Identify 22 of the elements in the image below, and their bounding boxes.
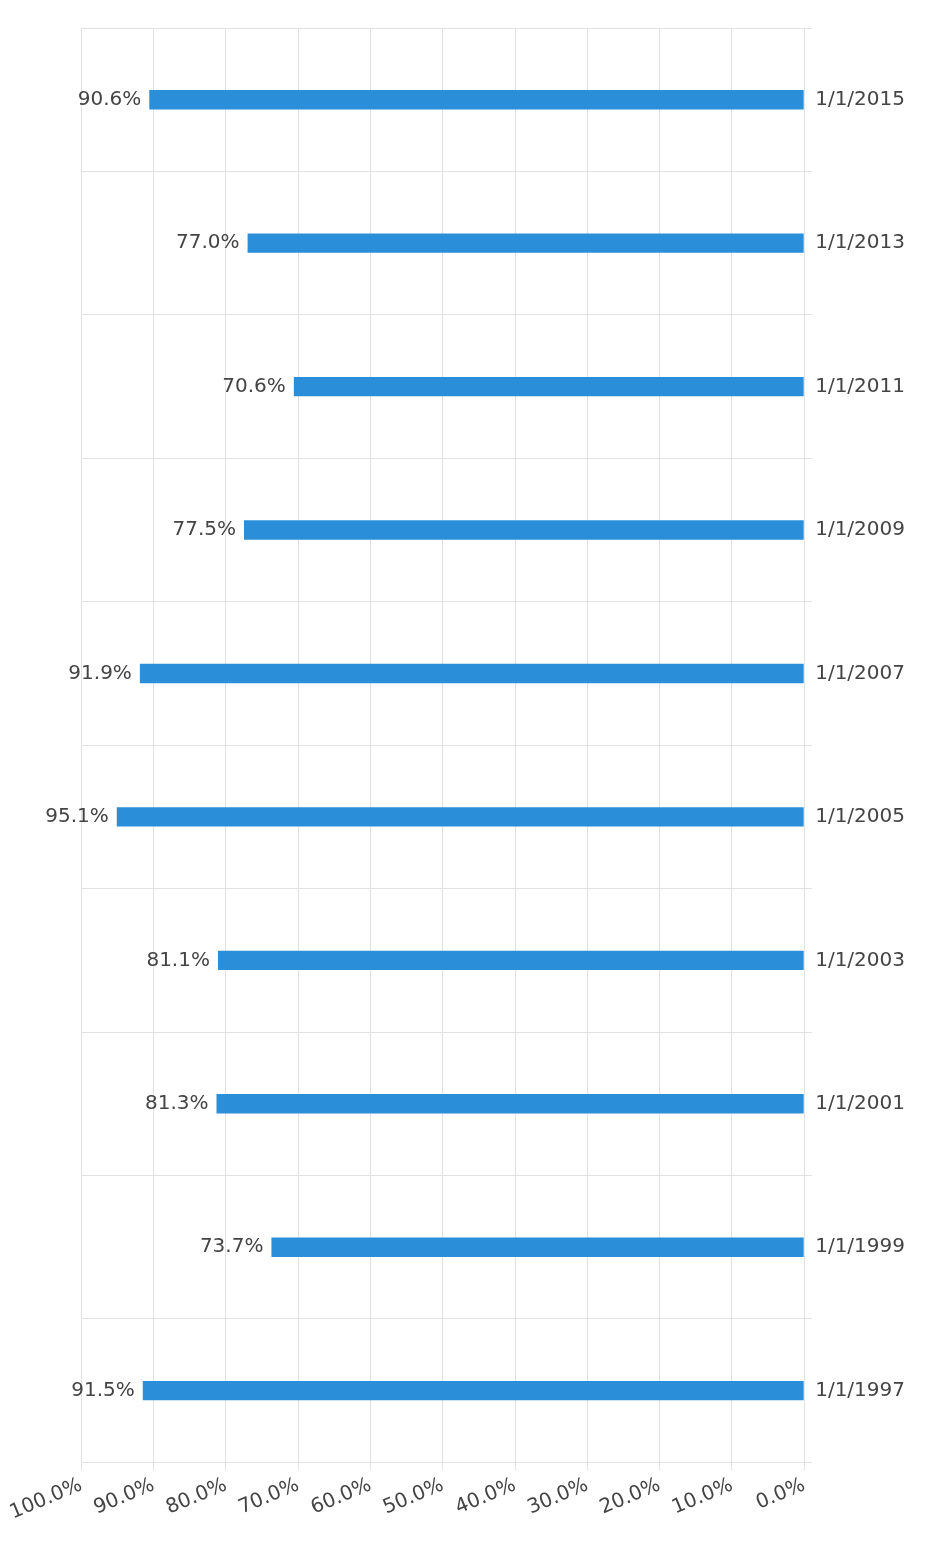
- data-label: 91.9%: [68, 659, 132, 684]
- data-label: 95.1%: [45, 803, 109, 828]
- y-tick-label: 1/1/2013: [815, 229, 905, 254]
- data-label: 77.0%: [176, 229, 240, 254]
- data-label: 81.3%: [144, 1090, 209, 1114]
- data-label: 70.6%: [222, 372, 286, 397]
- y-tick-label: 1/1/1997: [815, 1376, 905, 1401]
- data-label: 73.7%: [199, 1233, 264, 1258]
- data-label: 90.6%: [77, 85, 142, 110]
- y-tick-label: 1/1/2001: [815, 1090, 905, 1114]
- x-tick-label: 0.0%: [752, 1471, 809, 1514]
- y-tick-label: 1/1/2005: [815, 803, 905, 828]
- data-label: 91.5%: [71, 1376, 135, 1401]
- x-tick-label: 40.0%: [451, 1471, 519, 1519]
- y-tick-label: 1/1/1999: [815, 1233, 905, 1258]
- y-tick-label: 1/1/2011: [815, 372, 905, 397]
- data-label: 77.5%: [172, 516, 236, 541]
- y-tick-label: 1/1/2009: [815, 516, 905, 541]
- data-label: 81.1%: [146, 946, 210, 971]
- y-tick-label: 1/1/2015: [815, 85, 905, 110]
- y-tick-label: 1/1/2003: [815, 946, 905, 971]
- y-tick-label: 1/1/2007: [815, 659, 905, 684]
